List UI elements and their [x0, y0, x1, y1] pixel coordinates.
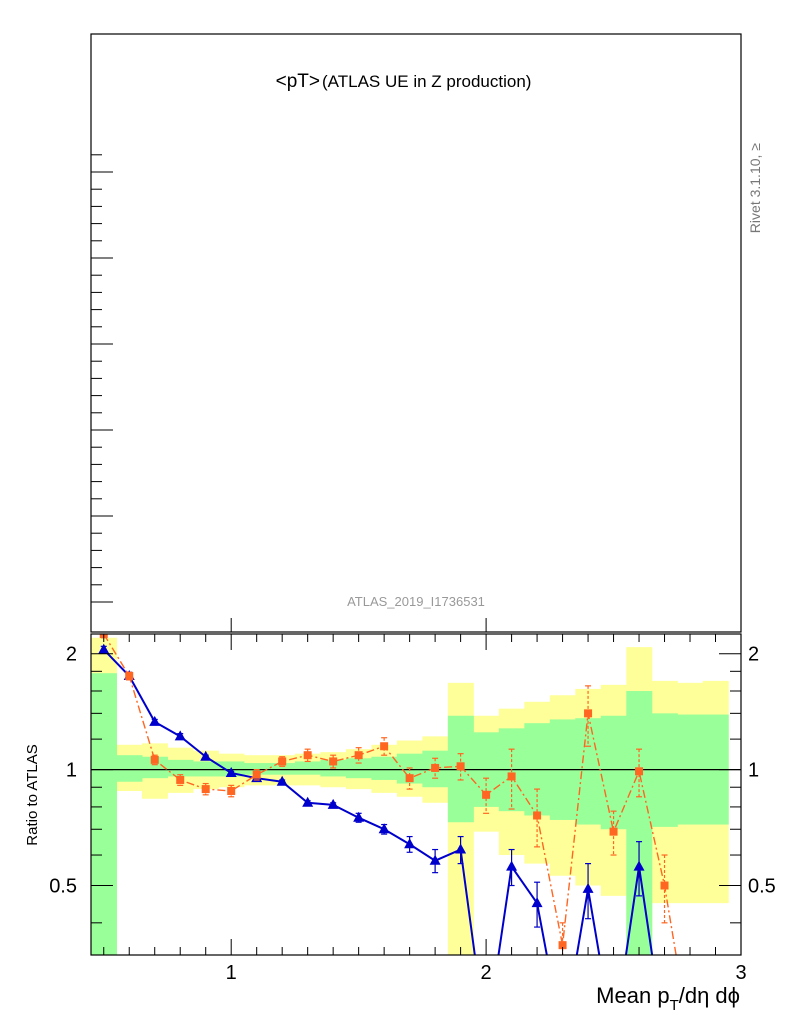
data-point-square: [660, 881, 669, 890]
uncertainty-band-green: [626, 691, 653, 955]
series-square: [99, 634, 677, 955]
lower-frame: [90, 633, 742, 956]
uncertainty-band-green: [243, 763, 270, 775]
data-point-triangle: [302, 796, 314, 807]
upper-panel: <pT> (ATLAS UE in Z production) ATLAS_20…: [90, 33, 742, 633]
y-tick-label-right: 1: [748, 760, 759, 782]
data-point-square: [635, 767, 644, 776]
plot-title-main: <pT>: [276, 71, 320, 92]
data-point-square: [227, 786, 236, 795]
lower-panel: 1 2 3 0.5 0.5 1 1 2 2 Ratio to ATLAS Mean pT/dη …: [24, 633, 776, 1014]
data-point-square: [533, 811, 542, 820]
data-point-triangle: [225, 766, 237, 777]
data-point-square: [482, 790, 491, 799]
y-tick-label: 1: [66, 760, 77, 782]
series-triangle: [98, 643, 654, 955]
uncertainty-band-green: [345, 758, 372, 779]
x-axis-label-pre: Mean p: [596, 983, 669, 1008]
lower-axis-ticks: 1 2 3 0.5 0.5 1 1 2 2: [49, 634, 776, 984]
data-point-square: [558, 941, 567, 950]
data-point-triangle: [531, 897, 543, 908]
data-point-square: [252, 770, 261, 779]
data-point-triangle: [404, 838, 416, 849]
data-point-triangle: [429, 854, 441, 865]
x-axis-label-post: /dη dϕ: [679, 983, 740, 1008]
y-tick-label-right: 2: [748, 644, 759, 666]
uncertainty-band-green: [116, 755, 143, 782]
data-point-square: [176, 775, 185, 784]
ratio-series: [98, 634, 677, 955]
data-point-triangle: [98, 643, 110, 654]
data-point-square: [431, 763, 440, 772]
upper-y-ticks: [91, 154, 742, 632]
series-line: [103, 634, 677, 955]
data-point-triangle: [582, 882, 594, 893]
y-tick-label-right: 0.5: [748, 876, 776, 898]
data-point-square: [354, 751, 363, 760]
data-point-triangle: [353, 811, 365, 822]
y-axis-label: Ratio to ATLAS: [24, 744, 41, 845]
uncertainty-band-green: [141, 756, 168, 779]
data-point-square: [380, 742, 389, 751]
data-point-square: [405, 774, 414, 783]
uncertainty-band-green: [269, 763, 296, 775]
uncertainty-band-green: [371, 756, 398, 780]
x-tick-label: 3: [735, 962, 746, 984]
data-point-triangle: [506, 860, 518, 871]
uncertainty-band-green: [575, 718, 602, 825]
uncertainty-band-green: [167, 759, 194, 777]
data-point-square: [303, 751, 312, 760]
data-point-square: [584, 709, 593, 718]
x-tick-label: 1: [226, 962, 237, 984]
data-point-triangle: [276, 775, 288, 786]
data-point-square: [609, 827, 618, 836]
x-tick-label: 2: [481, 962, 492, 984]
data-point-triangle: [149, 715, 161, 726]
uncertainty-band-green: [294, 761, 321, 775]
rivet-version-label: Rivet 3.1.10, ≥: [747, 143, 763, 233]
data-point-square: [507, 772, 516, 781]
y-tick-label: 0.5: [49, 876, 77, 898]
data-point-triangle: [455, 843, 467, 854]
data-point-square: [201, 785, 210, 794]
analysis-watermark: ATLAS_2019_I1736531: [347, 594, 485, 609]
data-point-triangle: [633, 860, 645, 871]
data-point-square: [329, 757, 338, 766]
data-point-square: [456, 762, 465, 771]
y-tick-label: 2: [66, 644, 77, 666]
uncertainty-band-green: [91, 673, 117, 955]
data-point-triangle: [174, 730, 186, 741]
data-point-square: [278, 757, 287, 766]
plot-title-sub: (ATLAS UE in Z production): [322, 72, 531, 91]
data-point-triangle: [327, 798, 339, 809]
x-axis-label: Mean pT/dη dϕ: [596, 983, 740, 1014]
uncertainty-band-green: [192, 761, 219, 777]
data-point-square: [125, 672, 134, 681]
upper-frame: [90, 33, 742, 633]
data-point-triangle: [200, 750, 212, 761]
data-point-triangle: [378, 823, 390, 834]
x-axis-label-sub: T: [670, 997, 679, 1014]
data-point-square: [150, 755, 159, 764]
